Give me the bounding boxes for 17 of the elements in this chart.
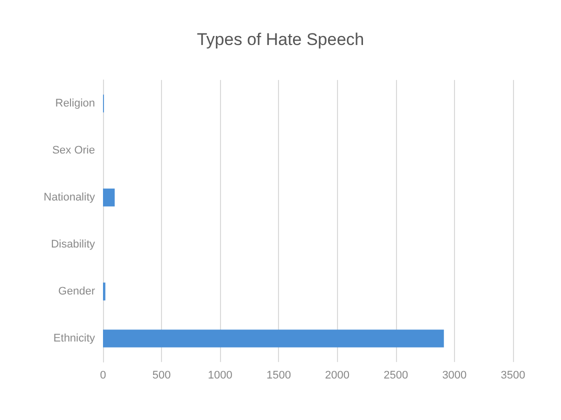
x-tick-label: 3000: [442, 370, 467, 382]
y-tick-label: Nationality: [44, 192, 96, 204]
x-tick-label: 3500: [500, 370, 526, 382]
x-tick-label: 1500: [266, 370, 291, 382]
y-tick-label: Gender: [58, 286, 96, 298]
y-tick-label: Ethnicity: [53, 332, 96, 344]
x-tick-label: 0: [100, 370, 106, 382]
y-tick-label: Sex Orie: [52, 144, 95, 156]
x-tick-label: 1000: [208, 370, 232, 382]
y-tick-label: Religion: [55, 98, 95, 110]
x-tick-label: 2000: [325, 370, 350, 382]
bar: [103, 188, 115, 206]
x-tick-label: 2500: [384, 370, 408, 382]
x-tick-label: 500: [152, 370, 171, 382]
bar: [103, 330, 444, 348]
y-tick-label: Disability: [50, 238, 96, 250]
chart-title: Types of Hate Speech: [196, 30, 364, 49]
